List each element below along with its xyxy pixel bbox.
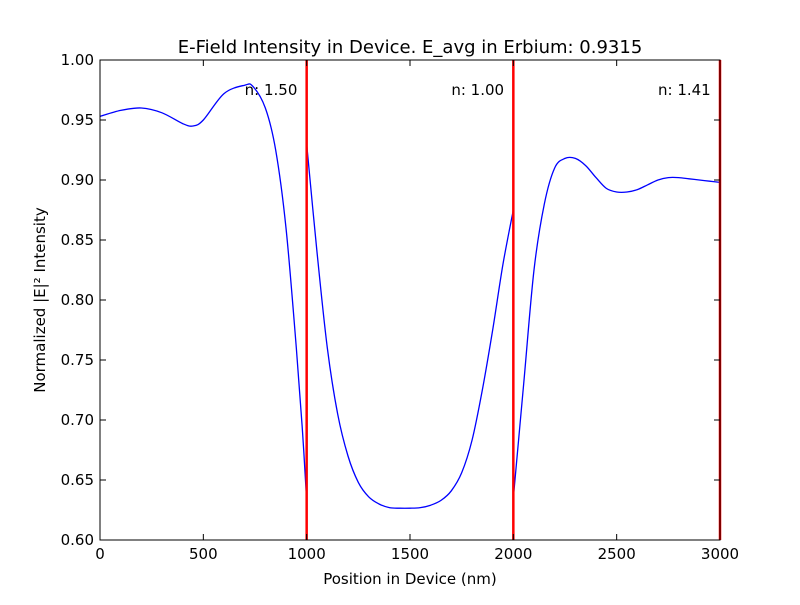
y-axis-label: Normalized |E|² Intensity — [31, 207, 49, 393]
y-tick-label-7: 0.95 — [61, 111, 94, 129]
refractive-index-label-2: n: 1.41 — [658, 81, 711, 99]
y-tick-label-4: 0.80 — [61, 291, 94, 309]
chart-title: E-Field Intensity in Device. E_avg in Er… — [178, 37, 643, 58]
refractive-index-label-0: n: 1.50 — [245, 81, 298, 99]
y-tick-label-0: 0.60 — [61, 531, 94, 549]
x-axis-label: Position in Device (nm) — [323, 570, 497, 588]
x-tick-label-4: 2000 — [494, 545, 532, 563]
x-tick-label-2: 1000 — [288, 545, 326, 563]
x-tick-label-3: 1500 — [391, 545, 429, 563]
y-tick-label-1: 0.65 — [61, 471, 94, 489]
y-tick-label-5: 0.85 — [61, 231, 94, 249]
y-tick-label-8: 1.00 — [61, 51, 94, 69]
y-tick-label-2: 0.70 — [61, 411, 94, 429]
x-tick-label-5: 2500 — [598, 545, 636, 563]
y-tick-label-3: 0.75 — [61, 351, 94, 369]
refractive-index-label-1: n: 1.00 — [451, 81, 504, 99]
x-tick-label-6: 3000 — [701, 545, 739, 563]
series-line-0 — [100, 83, 720, 509]
plot-area: 0 500 1000 1500 2000 2500 3000 0.60 0.65 0.70 0.75… — [61, 51, 740, 563]
x-tick-label-0: 0 — [95, 545, 105, 563]
y-tick-label-6: 0.90 — [61, 171, 94, 189]
x-tick-label-1: 500 — [189, 545, 218, 563]
